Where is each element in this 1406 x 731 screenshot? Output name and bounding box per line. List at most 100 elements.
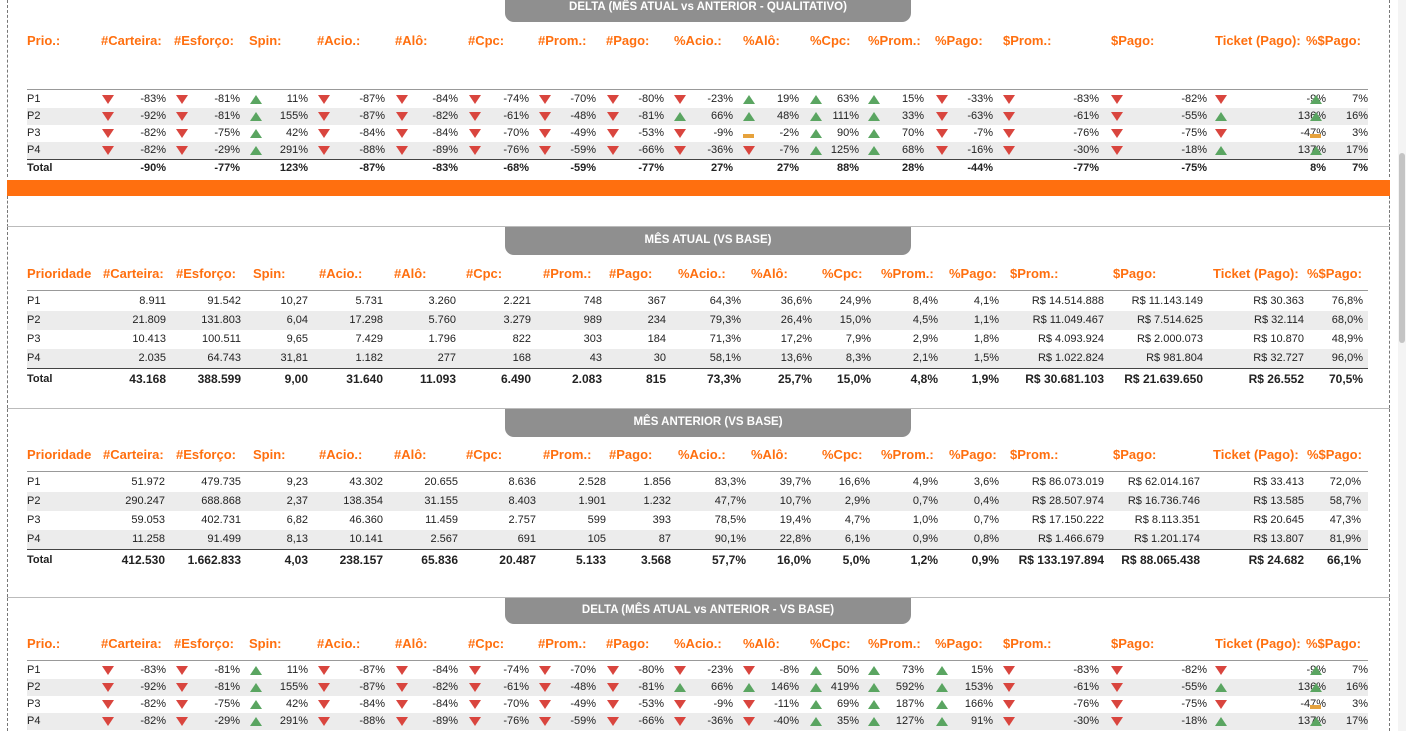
column-header[interactable]: %Pago: [949,266,997,281]
column-header[interactable]: #Pago: [606,33,650,48]
column-header[interactable]: #Prom.: [538,636,587,651]
column-header[interactable]: #Cpc: [468,636,505,651]
column-header[interactable]: #Esforço: [174,33,234,48]
column-header[interactable]: Spin: [249,636,282,651]
total-value: 28% [901,162,924,174]
column-header[interactable]: %$Pago: [1306,33,1361,48]
column-header[interactable]: Ticket (Pago): [1213,447,1299,462]
column-header[interactable]: Spin: [253,447,286,462]
cell-value: -81% [638,110,664,122]
trend-down-icon [469,142,481,159]
cell-value: -61% [1073,681,1099,693]
column-header[interactable]: %Cpc: [810,33,851,48]
column-header[interactable]: #Alô: [394,447,427,462]
column-header[interactable]: #Prom.: [543,266,592,281]
column-header[interactable]: #Acio.: [319,447,363,462]
column-header[interactable]: #Esforço: [176,266,236,281]
column-header[interactable]: #Cpc: [468,33,505,48]
column-header[interactable]: %Cpc: [822,266,863,281]
column-header[interactable]: Spin: [249,33,282,48]
column-header[interactable]: $Pago: [1111,33,1155,48]
column-header[interactable]: #Esforço: [176,447,236,462]
cell-value: -66% [638,144,664,156]
column-header[interactable]: #Alô: [395,636,428,651]
column-header[interactable]: %Acio.: [678,266,726,281]
cell-value: 13,6% [780,352,812,364]
total-value: 3.568 [640,553,671,567]
trend-up-icon [743,91,755,108]
column-header[interactable]: #Pago: [609,266,653,281]
column-header[interactable]: #Acio.: [319,266,363,281]
trend-down-icon [743,142,755,159]
column-header[interactable]: %Prom.: [868,33,921,48]
column-header[interactable]: #Esforço: [174,636,234,651]
column-header[interactable]: %Prom.: [868,636,921,651]
column-header[interactable]: $Prom.: [1010,266,1059,281]
column-header[interactable]: $Prom.: [1003,33,1052,48]
column-header[interactable]: #Prom.: [538,33,587,48]
trend-down-icon [1215,91,1227,108]
column-header[interactable]: Prioridade [27,266,92,281]
column-header[interactable]: $Pago: [1111,636,1155,651]
column-header[interactable]: %Alô: [751,447,788,462]
column-header[interactable]: #Pago: [609,447,653,462]
trend-down-icon [1003,713,1015,730]
column-header[interactable]: #Acio.: [317,33,361,48]
column-header[interactable]: %Pago: [949,447,997,462]
column-header[interactable]: $Pago: [1113,447,1157,462]
column-header[interactable]: %Acio.: [678,447,726,462]
trend-down-icon [396,662,408,679]
column-header[interactable]: #Cpc: [466,447,503,462]
column-header[interactable]: %Pago: [935,33,983,48]
column-header[interactable]: #Alô: [394,266,427,281]
total-value: 1.662.833 [187,553,241,567]
column-header[interactable]: #Acio.: [317,636,361,651]
column-header[interactable]: #Carteira: [101,33,162,48]
column-header[interactable]: %$Pago: [1306,636,1361,651]
column-header[interactable]: %Acio.: [674,33,722,48]
column-header[interactable]: %$Pago: [1307,447,1362,462]
column-header[interactable]: $Prom.: [1010,447,1059,462]
column-header[interactable]: %Acio.: [674,636,722,651]
cell-value: -82% [140,715,166,727]
column-header[interactable]: %Cpc: [810,636,851,651]
column-header[interactable]: #Carteira: [101,636,162,651]
column-header[interactable]: #Carteira: [103,266,164,281]
cell-value: 91.499 [207,533,241,545]
column-header[interactable]: %Cpc: [822,447,863,462]
cell-value: 0,7% [912,495,938,507]
cell-value: -76% [503,715,529,727]
column-header[interactable]: Ticket (Pago): [1215,636,1301,651]
cell-value: 21.809 [132,314,166,326]
column-header[interactable]: #Prom.: [543,447,592,462]
total-value: 4,03 [284,553,308,567]
column-header[interactable]: #Carteira: [103,447,164,462]
column-header[interactable]: %$Pago: [1307,266,1362,281]
column-header[interactable]: #Pago: [606,636,650,651]
cell-value: -75% [1181,698,1207,710]
cell-value: 125% [830,144,859,156]
column-header[interactable]: %Alô: [751,266,788,281]
column-header[interactable]: $Prom.: [1003,636,1052,651]
column-header[interactable]: Prio.: [27,636,61,651]
column-header[interactable]: #Cpc: [466,266,503,281]
column-header[interactable]: %Prom.: [881,447,934,462]
section-title-delta-qualitativo: DELTA (MÊS ATUAL vs ANTERIOR - QUALITATI… [505,0,911,22]
column-header[interactable]: %Prom.: [881,266,934,281]
column-header[interactable]: Ticket (Pago): [1213,266,1299,281]
column-header[interactable]: %Alô: [743,33,780,48]
cell-value: 1.232 [643,495,671,507]
column-header[interactable]: Prioridade [27,447,92,462]
scrollbar-thumb[interactable] [1399,153,1405,343]
column-header[interactable]: Ticket (Pago): [1215,33,1301,48]
cell-value: -18% [1181,144,1207,156]
column-header[interactable]: Prio.: [27,33,61,48]
vertical-scrollbar[interactable] [1398,0,1406,731]
column-header[interactable]: #Alô: [395,33,428,48]
row-label: Total [27,162,53,174]
trend-down-icon [469,696,481,713]
column-header[interactable]: Spin: [253,266,286,281]
column-header[interactable]: $Pago: [1113,266,1157,281]
column-header[interactable]: %Alô: [743,636,780,651]
column-header[interactable]: %Pago: [935,636,983,651]
